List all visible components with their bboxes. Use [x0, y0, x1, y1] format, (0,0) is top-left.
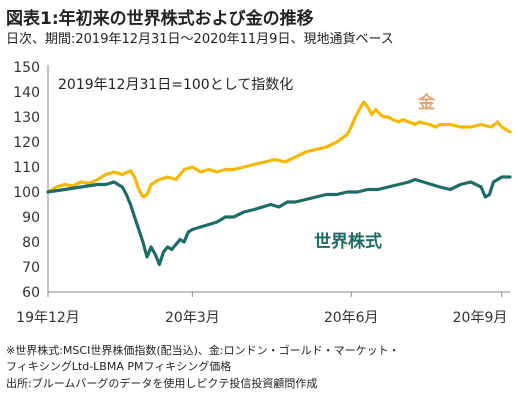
x-tick-label: 20年3月 [165, 310, 220, 326]
x-tick-label: 20年6月 [324, 310, 379, 326]
y-tick-label: 90 [22, 210, 40, 226]
x-tick-label: 19年12月 [16, 310, 80, 326]
y-tick-label: 140 [13, 85, 40, 101]
footnote-line-2: フィキシングLtd-LBMA PMフィキシング価格 [6, 360, 232, 373]
y-tick-label: 100 [13, 185, 40, 201]
chart-title: 図表1:年初来の世界株式および金の推移 [6, 9, 314, 29]
y-tick-label: 80 [22, 235, 40, 251]
y-tick-label: 110 [13, 160, 40, 176]
chart-subtitle: 日次、期間:2019年12月31日〜2020年11月9日、現地通貨ベース [6, 32, 394, 47]
y-tick-label: 60 [22, 285, 40, 301]
world-equity-series-label: 世界株式 [314, 231, 382, 252]
gold-series-line [46, 100, 512, 199]
world-equity-series-line [46, 175, 512, 267]
footnote-line-3: 出所:ブルームバーグのデータを使用しピクテ投信投資顧問作成 [6, 377, 318, 390]
gold-series-label: 金 [417, 92, 436, 113]
series-lines [46, 100, 512, 267]
y-tick-label: 150 [13, 60, 40, 76]
y-tick-label: 120 [13, 135, 40, 151]
index-annotation: 2019年12月31日=100として指数化 [58, 77, 293, 93]
y-tick-label: 130 [13, 110, 40, 126]
y-tick-label: 70 [22, 260, 40, 276]
x-tick-label: 20年9月 [453, 310, 508, 326]
axes: 60 70 80 90 100 110 120 130 140 150 19年12月 20年3月 20年… [13, 60, 510, 326]
footnote-line-1: ※世界株式:MSCI世界株価指数(配当込)、金:ロンドン・ゴールド・マーケット・ [6, 344, 400, 357]
